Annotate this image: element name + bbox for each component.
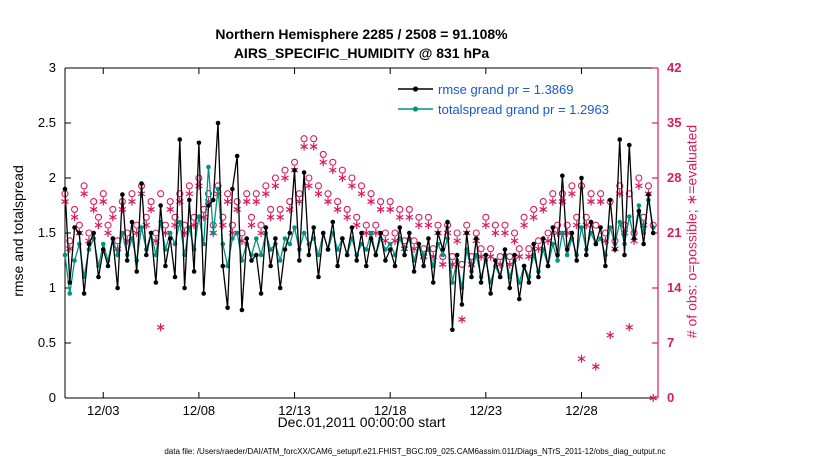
right-y-axis-label: # of obs: o=possible; ∗=evaluated [683, 124, 700, 339]
svg-text:1: 1 [49, 280, 56, 295]
svg-text:28: 28 [667, 170, 681, 185]
svg-text:7: 7 [667, 335, 674, 350]
x-axis-label: Dec.01,2011 00:00:00 start [277, 414, 446, 430]
svg-text:12/03: 12/03 [87, 403, 120, 418]
svg-text:0.5: 0.5 [38, 335, 56, 350]
svg-text:12/13: 12/13 [278, 403, 311, 418]
svg-text:12/23: 12/23 [470, 403, 503, 418]
left-y-axis-label: rmse and totalspread [10, 165, 26, 297]
svg-text:21: 21 [667, 225, 681, 240]
data-file-caption: data file: /Users/raeder/DAI/ATM_forcXX/… [164, 447, 666, 456]
chart-title-line1: Northern Hemisphere 2285 / 2508 = 91.108… [215, 26, 508, 42]
svg-text:3: 3 [49, 60, 56, 75]
svg-text:1.5: 1.5 [38, 225, 56, 240]
svg-text:14: 14 [667, 280, 682, 295]
svg-text:35: 35 [667, 115, 681, 130]
svg-text:12/08: 12/08 [183, 403, 216, 418]
chart-title-block: Northern Hemisphere 2285 / 2508 = 91.108… [65, 26, 658, 61]
chart-title-line2: AIRS_SPECIFIC_HUMIDITY @ 831 hPa [233, 45, 490, 61]
legend-entry-rmse: rmse grand pr = 1.3869 [438, 82, 574, 97]
svg-text:2.5: 2.5 [38, 115, 56, 130]
svg-text:0: 0 [667, 390, 674, 405]
svg-text:42: 42 [667, 60, 681, 75]
svg-text:2: 2 [49, 170, 56, 185]
svg-text:12/18: 12/18 [374, 403, 407, 418]
svg-text:12/28: 12/28 [565, 403, 598, 418]
legend-entry-totalspread: totalspread grand pr = 1.2963 [438, 102, 609, 117]
svg-text:0: 0 [49, 390, 56, 405]
